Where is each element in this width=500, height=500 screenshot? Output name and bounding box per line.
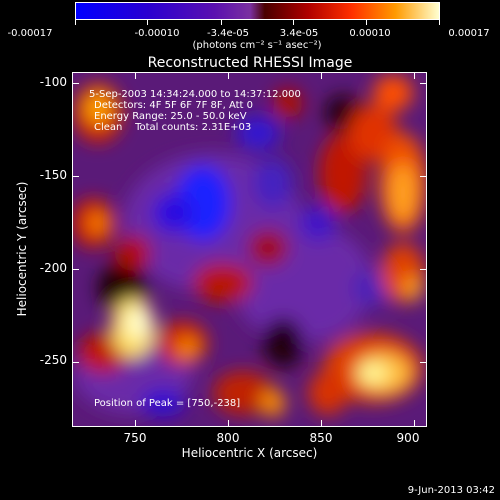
colorbar-label: 0.00010: [349, 28, 391, 39]
colorbar-tick: [293, 20, 294, 25]
y-tick: [73, 269, 79, 270]
x-tick-label: 800: [216, 431, 240, 445]
colorbar: -0.00017 -0.00010 -3.4e-05 3.4e-05 0.000…: [8, 2, 490, 39]
x-tick: [414, 420, 415, 426]
y-tick-label: -200: [39, 261, 67, 275]
colorbar-label: -0.00010: [134, 28, 180, 39]
colorbar-label: 3.4e-05: [279, 28, 319, 39]
y-tick: [73, 83, 79, 84]
colorbar-tick: [439, 20, 440, 25]
x-tick: [414, 73, 415, 79]
y-tick: [73, 362, 79, 363]
y-tick-label: -250: [39, 353, 67, 367]
time-range-annotation: 5-Sep-2003 14:34:24.000 to 14:37:12.000: [89, 89, 301, 100]
colorbar-label: 0.00017: [448, 28, 490, 39]
y-tick: [420, 176, 426, 177]
footer-date: 9-Jun-2013 03:42: [407, 485, 495, 496]
energy-range-annotation: Energy Range: 25.0 - 50.0 keV: [94, 111, 247, 122]
x-tick: [228, 420, 229, 426]
y-axis-label: Heliocentric Y (arcsec): [15, 181, 29, 317]
colorbar-label: -0.00017: [7, 28, 53, 39]
chart-title: Reconstructed RHESSI Image: [147, 55, 353, 71]
y-tick: [420, 362, 426, 363]
x-tick: [135, 420, 136, 426]
heatmap-image: [73, 73, 426, 426]
colorbar-label: -3.4e-05: [207, 28, 249, 39]
x-tick: [228, 73, 229, 79]
x-axis-label: Heliocentric X (arcsec): [181, 446, 318, 460]
y-tick-label: -150: [39, 168, 67, 182]
y-tick: [420, 83, 426, 84]
x-tick-label: 900: [396, 431, 420, 445]
x-tick-label: 750: [123, 431, 147, 445]
y-tick: [73, 176, 79, 177]
x-tick: [135, 73, 136, 79]
clean-counts-annotation: Clean Total counts: 2.31E+03: [94, 122, 252, 133]
x-tick: [321, 73, 322, 79]
detectors-annotation: Detectors: 4F 5F 6F 7F 8F, Att 0: [94, 100, 254, 111]
colorbar-tick: [147, 20, 148, 25]
peak-position-annotation: Position of Peak = [750,-238]: [94, 398, 241, 409]
x-tick-label: 850: [309, 431, 333, 445]
colorbar-tick: [75, 20, 76, 25]
colorbar-tick: [366, 20, 367, 25]
colorbar-tick: [221, 20, 222, 25]
y-tick-label: -100: [39, 75, 67, 89]
x-tick: [321, 420, 322, 426]
colorbar-gradient: [75, 2, 440, 20]
y-tick: [420, 269, 426, 270]
colorbar-units: (photons cm⁻² s⁻¹ asec⁻²): [192, 40, 322, 51]
plot-area: 5-Sep-2003 14:34:24.000 to 14:37:12.000 …: [72, 72, 427, 427]
